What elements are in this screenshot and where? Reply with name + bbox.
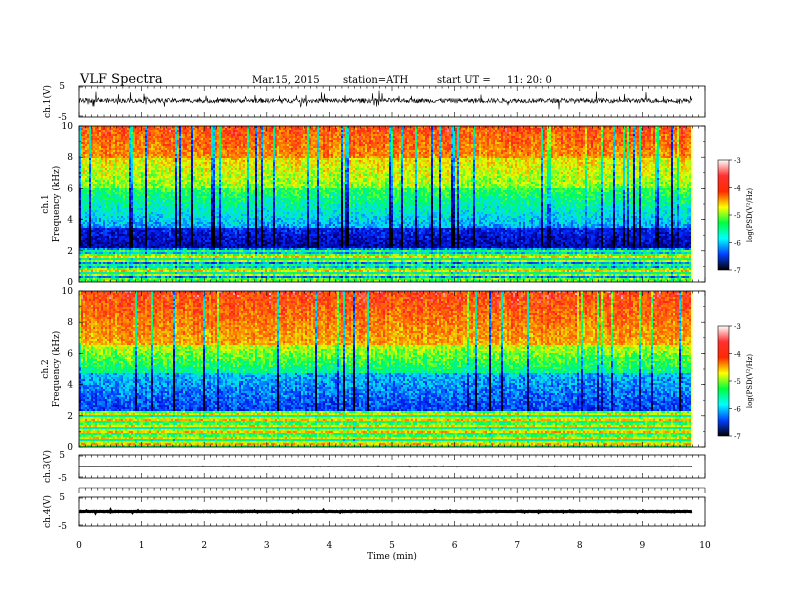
- xtick-label: 4: [327, 541, 333, 551]
- colorbar-tick-label: -3: [734, 323, 741, 331]
- ytick-label: -5: [58, 522, 67, 532]
- ytick-label: 5: [59, 451, 65, 461]
- xtick-label: 10: [699, 541, 711, 551]
- colorbar-label: log(PSD(V²/Hz): [746, 188, 754, 243]
- ytick-label: 6: [67, 349, 73, 359]
- ch1-waveform-line: [79, 91, 692, 110]
- spectrogram-ch1: [79, 126, 692, 282]
- frequency-axis-label: Frequency (kHz): [51, 331, 62, 408]
- ytick-label: -5: [58, 474, 67, 484]
- xtick-label: 3: [264, 541, 270, 551]
- ch4-waveform-line: [79, 511, 692, 513]
- colorbar-tick-label: -7: [734, 433, 741, 441]
- colorbar-tick-label: -7: [734, 267, 741, 275]
- xtick-label: 1: [139, 541, 145, 551]
- ytick-label: 10: [62, 122, 74, 132]
- ytick-label: 8: [67, 318, 73, 328]
- colorbar-tick-label: -6: [734, 240, 741, 248]
- waveform-axis-label: ch.4(V): [42, 495, 53, 528]
- waveform-axis-label: ch.1(V): [42, 85, 53, 118]
- spectrogram-ch2: [79, 291, 692, 447]
- waveform-axis-label: ch.3(V): [42, 450, 53, 483]
- xtick-label: 2: [201, 541, 207, 551]
- ytick-label: 5: [59, 82, 65, 92]
- colorbar-tick-label: -5: [734, 378, 741, 386]
- ytick-label: 2: [67, 412, 73, 422]
- ytick-label: 2: [67, 247, 73, 257]
- ytick-label: 8: [67, 153, 73, 163]
- ytick-label: 4: [67, 381, 73, 391]
- panel-channel-label: ch.1: [41, 194, 51, 213]
- frequency-axis-label: Frequency (kHz): [51, 166, 62, 243]
- colorbar-tick-label: -5: [734, 212, 741, 220]
- ytick-label: 10: [62, 287, 74, 297]
- colorbar-label: log(PSD(V²/Hz): [746, 354, 754, 409]
- colorbar-tick-label: -4: [734, 351, 741, 359]
- ytick-label: 4: [67, 216, 73, 226]
- panel-channel-label: ch.2: [41, 359, 51, 378]
- xtick-label: 5: [389, 541, 395, 551]
- xtick-label: 8: [577, 541, 583, 551]
- colorbar-tick-label: -6: [734, 406, 741, 414]
- colorbar-tick-label: -3: [734, 157, 741, 165]
- x-axis-label: Time (min): [367, 551, 417, 562]
- colorbar-tick-label: -4: [734, 185, 741, 193]
- ytick-label: 5: [59, 493, 65, 503]
- xtick-label: 0: [76, 541, 82, 551]
- ytick-label: 6: [67, 184, 73, 194]
- colorbar-ch1: [718, 160, 729, 270]
- colorbar-ch2: [718, 326, 729, 436]
- ytick-label: 0: [67, 443, 73, 453]
- xtick-label: 6: [452, 541, 458, 551]
- xtick-label: 9: [640, 541, 646, 551]
- xtick-label: 7: [514, 541, 520, 551]
- vlf-spectra-figure: 5-5ch.1(V)0246810ch.1 Frequency (kHz)0246…: [0, 0, 792, 612]
- ch3-waveform-line: [79, 466, 692, 467]
